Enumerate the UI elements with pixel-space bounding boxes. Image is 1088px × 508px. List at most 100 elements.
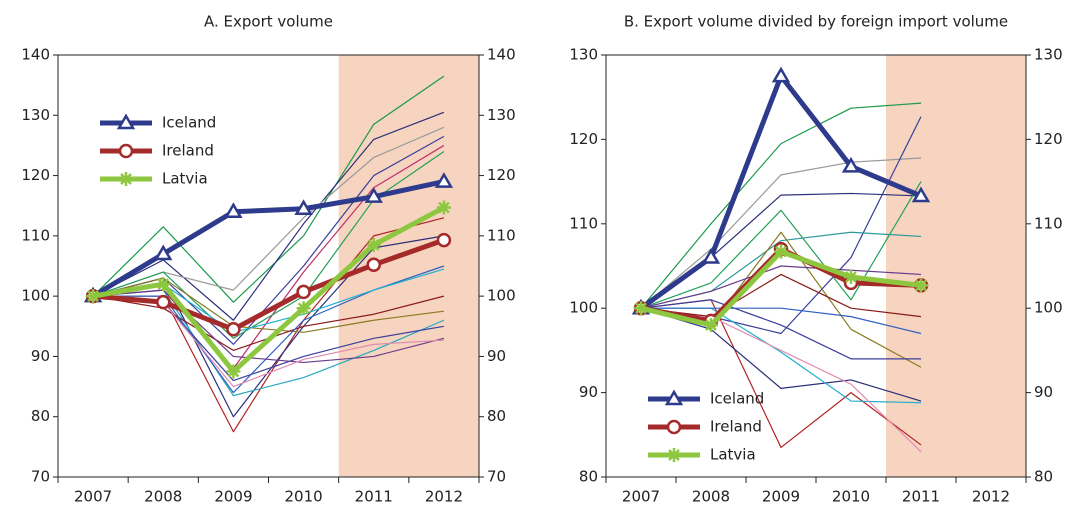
series-line <box>92 205 446 374</box>
y-tick-label: 120 <box>569 130 598 148</box>
series-line <box>640 157 922 309</box>
legend-label: Iceland <box>710 390 764 408</box>
legend-label: Ireland <box>162 142 214 160</box>
marker <box>366 237 381 252</box>
x-tick-label: 2008 <box>692 488 730 506</box>
x-tick-label: 2007 <box>74 488 112 506</box>
y-tick-label: 110 <box>569 214 598 232</box>
marker <box>436 200 451 215</box>
marker <box>841 156 861 173</box>
series-line <box>640 181 922 309</box>
marker <box>774 244 788 259</box>
marker <box>294 199 313 215</box>
marker <box>667 448 681 462</box>
y-tick-label: 120 <box>21 166 50 184</box>
series-line <box>640 116 922 335</box>
marker <box>118 143 134 159</box>
series-line <box>640 307 922 453</box>
legend-label: Iceland <box>162 114 216 132</box>
marker <box>119 172 133 186</box>
y2-tick-label: 110 <box>1034 214 1063 232</box>
x-tick-label: 2010 <box>832 488 870 506</box>
marker <box>844 269 858 284</box>
y-tick-label: 110 <box>21 226 50 244</box>
series-line <box>92 75 445 303</box>
series-line <box>641 307 922 335</box>
series-line <box>92 111 445 321</box>
legend-label: Latvia <box>710 446 756 464</box>
series-line <box>640 246 922 324</box>
y-tick-label: 140 <box>21 46 50 64</box>
y2-tick-label: 140 <box>487 46 516 64</box>
marker <box>911 186 931 203</box>
marker <box>436 232 452 248</box>
marker <box>434 172 454 188</box>
marker <box>704 318 718 333</box>
highlight-region <box>886 55 1026 477</box>
marker <box>226 364 241 379</box>
y2-tick-label: 70 <box>487 468 506 486</box>
marker <box>296 301 311 316</box>
y-tick-label: 90 <box>579 383 598 401</box>
y2-tick-label: 90 <box>1034 383 1053 401</box>
marker <box>156 294 171 310</box>
marker <box>116 113 136 130</box>
marker <box>914 278 928 293</box>
chart-title: B. Export volume divided by foreign impo… <box>624 13 1008 31</box>
y2-tick-label: 80 <box>487 407 506 425</box>
y2-tick-label: 100 <box>1034 299 1063 317</box>
x-tick-label: 2009 <box>762 488 800 506</box>
series-line <box>91 179 445 299</box>
x-tick-label: 2010 <box>284 488 322 506</box>
series-line <box>640 299 921 360</box>
x-tick-label: 2011 <box>902 488 940 506</box>
marker <box>226 322 241 337</box>
y-tick-label: 80 <box>31 407 50 425</box>
x-tick-label: 2012 <box>425 488 463 506</box>
marker <box>634 301 648 316</box>
y2-tick-label: 80 <box>1034 468 1053 486</box>
marker <box>86 289 101 304</box>
y-tick-label: 100 <box>21 287 50 305</box>
y2-tick-label: 130 <box>487 106 516 124</box>
marker <box>701 248 721 264</box>
y2-tick-label: 130 <box>1034 46 1063 64</box>
chart-title: A. Export volume <box>204 13 333 31</box>
series-line <box>640 273 922 318</box>
y2-tick-label: 120 <box>487 166 516 184</box>
series-line <box>93 289 445 364</box>
series-line <box>640 265 922 309</box>
y2-tick-label: 100 <box>487 287 516 305</box>
y-tick-label: 90 <box>31 347 50 365</box>
x-tick-label: 2009 <box>214 488 252 506</box>
y-tick-label: 130 <box>569 46 598 64</box>
marker <box>364 187 383 203</box>
x-tick-label: 2012 <box>972 488 1010 506</box>
marker <box>366 257 381 273</box>
y2-tick-label: 90 <box>487 347 506 365</box>
x-tick-label: 2007 <box>622 488 660 506</box>
marker <box>156 277 171 292</box>
x-tick-label: 2008 <box>144 488 182 506</box>
series-line <box>640 102 922 309</box>
marker <box>224 202 243 218</box>
legend-label: Ireland <box>710 418 762 436</box>
series-line <box>92 237 445 332</box>
x-tick-label: 2011 <box>355 488 393 506</box>
marker <box>296 284 311 300</box>
marker <box>666 419 682 435</box>
legend-label: Latvia <box>162 170 208 188</box>
marker <box>771 66 791 83</box>
series-line <box>640 307 922 402</box>
y2-tick-label: 120 <box>1034 130 1063 148</box>
marker <box>664 389 684 406</box>
marker <box>154 244 173 261</box>
y-tick-label: 70 <box>31 468 50 486</box>
y-tick-label: 80 <box>579 468 598 486</box>
highlight-region <box>338 55 479 477</box>
y2-tick-label: 110 <box>487 226 516 244</box>
y-tick-label: 130 <box>21 106 50 124</box>
series-line <box>92 277 444 333</box>
y-tick-label: 100 <box>569 299 598 317</box>
